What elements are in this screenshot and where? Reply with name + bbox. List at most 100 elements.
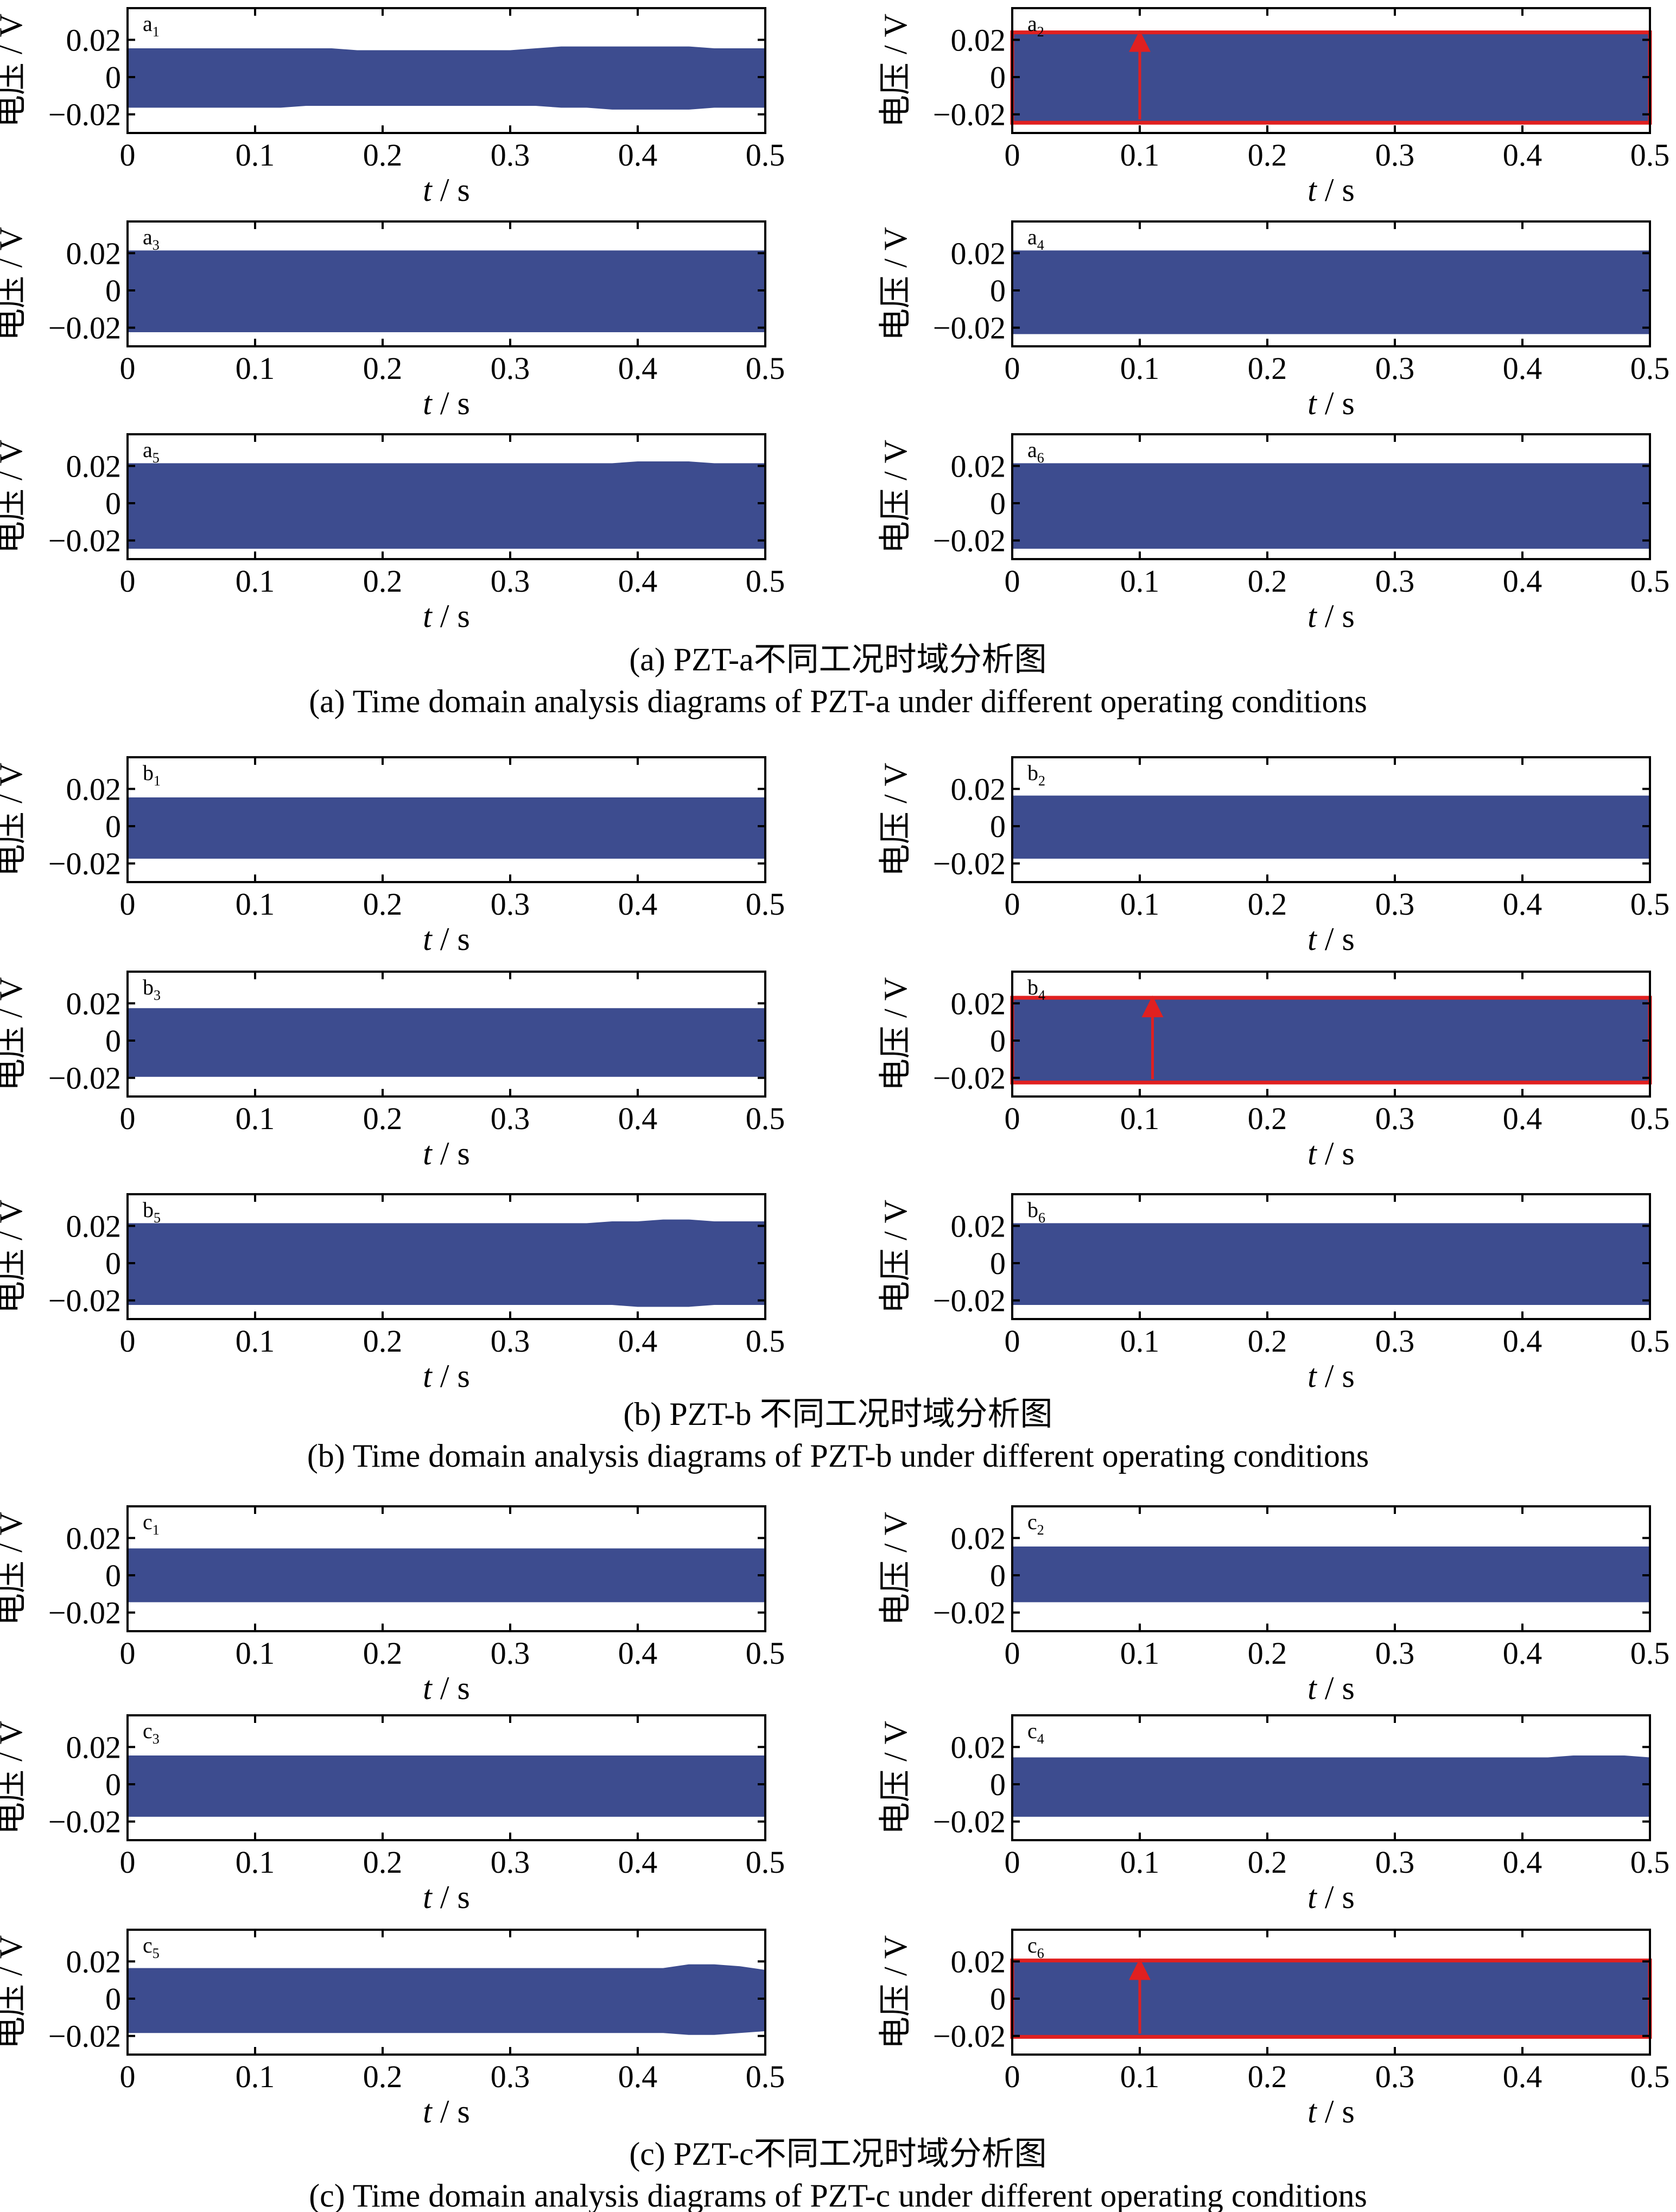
ytick-label-a1-2: −0.02	[48, 97, 121, 132]
ytick-label-b4-1: 0	[990, 1023, 1006, 1059]
panel-c1: 00.10.20.30.40.50.020−0.02t / s电压 / Vc1	[0, 1505, 785, 1706]
panel-subscript-a5: 5	[153, 450, 160, 466]
frame-c6	[1011, 1929, 1651, 2056]
frame-a3	[126, 220, 766, 347]
xlabel-unit-a6: / s	[1317, 598, 1355, 634]
xlabel-var-b3: t	[423, 1136, 433, 1171]
xlabel-unit-b6: / s	[1317, 1358, 1355, 1394]
frame-a6	[1011, 433, 1651, 560]
xlabel-c6: t / s	[1307, 2094, 1355, 2129]
frame-b3	[126, 971, 766, 1098]
ytick-label-c2-2: −0.02	[933, 1595, 1006, 1631]
signal-b2	[1011, 795, 1651, 859]
xlabel-var-c6: t	[1307, 2094, 1317, 2129]
ylabel-b5: 电压 / V	[0, 1200, 29, 1314]
xtick-label-a4-2: 0.2	[1248, 351, 1287, 386]
xlabel-var-a3: t	[423, 385, 433, 421]
xtick-label-a4-0: 0	[1005, 351, 1020, 386]
xtick-label-c3-1: 0.1	[236, 1845, 275, 1880]
xtick-label-a1-5: 0.5	[746, 137, 785, 173]
ylabel-c4: 电压 / V	[878, 1721, 913, 1835]
panel-label-a2: a2	[1027, 11, 1044, 40]
ytick-label-b3-0: 0.02	[66, 986, 122, 1021]
xtick-label-c3-4: 0.4	[618, 1845, 658, 1880]
panel-label-a5: a5	[143, 438, 160, 466]
ytick-label-c5-0: 0.02	[66, 1944, 122, 1979]
xlabel-unit-c6: / s	[1317, 2094, 1355, 2129]
panel-letter-b5: b	[143, 1197, 154, 1222]
ylabel-a5: 电压 / V	[0, 440, 29, 554]
xtick-label-a6-0: 0	[1005, 563, 1020, 599]
xtick-label-c2-4: 0.4	[1503, 1636, 1542, 1671]
xtick-label-c2-3: 0.3	[1375, 1636, 1415, 1671]
frame-b6	[1011, 1193, 1651, 1320]
ytick-label-c3-1: 0	[105, 1767, 121, 1802]
xtick-label-a6-1: 0.1	[1120, 563, 1160, 599]
xtick-label-b5-5: 0.5	[746, 1323, 785, 1359]
xlabel-unit-a5: / s	[432, 598, 470, 634]
panel-b1: 00.10.20.30.40.50.020−0.02t / s电压 / Vb1	[0, 756, 785, 957]
ytick-label-c6-2: −0.02	[933, 2019, 1006, 2054]
xtick-label-b2-3: 0.3	[1375, 886, 1415, 922]
xtick-label-a6-3: 0.3	[1375, 563, 1415, 599]
panel-subscript-b6: 6	[1038, 1210, 1045, 1226]
signal-c5	[126, 1964, 766, 2035]
signal-a6	[1011, 463, 1651, 549]
xlabel-c5: t / s	[423, 2094, 470, 2129]
ytick-label-c4-1: 0	[990, 1767, 1006, 1802]
xlabel-var-c3: t	[423, 1879, 433, 1915]
ytick-label-b6-0: 0.02	[951, 1208, 1006, 1244]
xtick-label-c2-1: 0.1	[1120, 1636, 1160, 1671]
ytick-label-a1-0: 0.02	[66, 22, 122, 58]
ylabel-a6: 电压 / V	[878, 440, 913, 554]
panel-letter-a3: a	[143, 225, 153, 249]
panel-label-b6: b6	[1027, 1197, 1045, 1226]
panel-a3: 00.10.20.30.40.50.020−0.02t / s电压 / Va3	[0, 220, 785, 421]
xtick-label-c4-1: 0.1	[1120, 1845, 1160, 1880]
xlabel-unit-b3: / s	[432, 1136, 470, 1171]
xtick-label-c5-3: 0.3	[491, 2059, 530, 2094]
panel-subscript-c3: 3	[153, 1731, 160, 1747]
xlabel-unit-b5: / s	[432, 1358, 470, 1394]
xtick-label-c6-1: 0.1	[1120, 2059, 1160, 2094]
xtick-label-c5-0: 0	[120, 2059, 136, 2094]
xlabel-unit-c2: / s	[1317, 1670, 1355, 1706]
ytick-label-c5-1: 0	[105, 1981, 121, 2017]
xlabel-unit-c3: / s	[432, 1879, 470, 1915]
panel-label-b2: b2	[1027, 760, 1045, 789]
ytick-label-c1-1: 0	[105, 1558, 121, 1593]
signal-b4	[1011, 999, 1651, 1082]
panel-b3: 00.10.20.30.40.50.020−0.02t / s电压 / Vb3	[0, 971, 785, 1171]
panel-subscript-b1: 1	[154, 773, 161, 789]
xlabel-var-b4: t	[1307, 1136, 1317, 1171]
ytick-label-c5-2: −0.02	[48, 2019, 121, 2054]
xlabel-var-b6: t	[1307, 1358, 1317, 1394]
panel-label-c5: c5	[143, 1933, 160, 1961]
ytick-label-c3-2: −0.02	[48, 1804, 121, 1840]
panel-subscript-c4: 4	[1037, 1731, 1044, 1747]
xtick-label-a1-1: 0.1	[236, 137, 275, 173]
xtick-label-a3-2: 0.2	[363, 351, 403, 386]
ytick-label-c2-1: 0	[990, 1558, 1006, 1593]
xtick-label-c5-4: 0.4	[618, 2059, 658, 2094]
xtick-label-a4-1: 0.1	[1120, 351, 1160, 386]
xlabel-a3: t / s	[423, 385, 470, 421]
xtick-label-b6-2: 0.2	[1248, 1323, 1287, 1359]
xtick-label-b1-0: 0	[120, 886, 136, 922]
panel-label-a3: a3	[143, 225, 160, 253]
xtick-label-b1-2: 0.2	[363, 886, 403, 922]
panel-label-a1: a1	[143, 11, 160, 40]
ytick-label-a5-1: 0	[105, 486, 121, 521]
xtick-label-c1-2: 0.2	[363, 1636, 403, 1671]
panel-label-a6: a6	[1027, 438, 1044, 466]
panel-label-c2: c2	[1027, 1510, 1044, 1538]
caption-b-cn: (b) PZT-b 不同工况时域分析图	[623, 1396, 1052, 1432]
xtick-label-c4-5: 0.5	[1630, 1845, 1670, 1880]
xlabel-a1: t / s	[423, 172, 470, 208]
panel-letter-a5: a	[143, 438, 153, 462]
xtick-label-c1-3: 0.3	[491, 1636, 530, 1671]
xtick-label-c6-5: 0.5	[1630, 2059, 1670, 2094]
xtick-label-a5-2: 0.2	[363, 563, 403, 599]
